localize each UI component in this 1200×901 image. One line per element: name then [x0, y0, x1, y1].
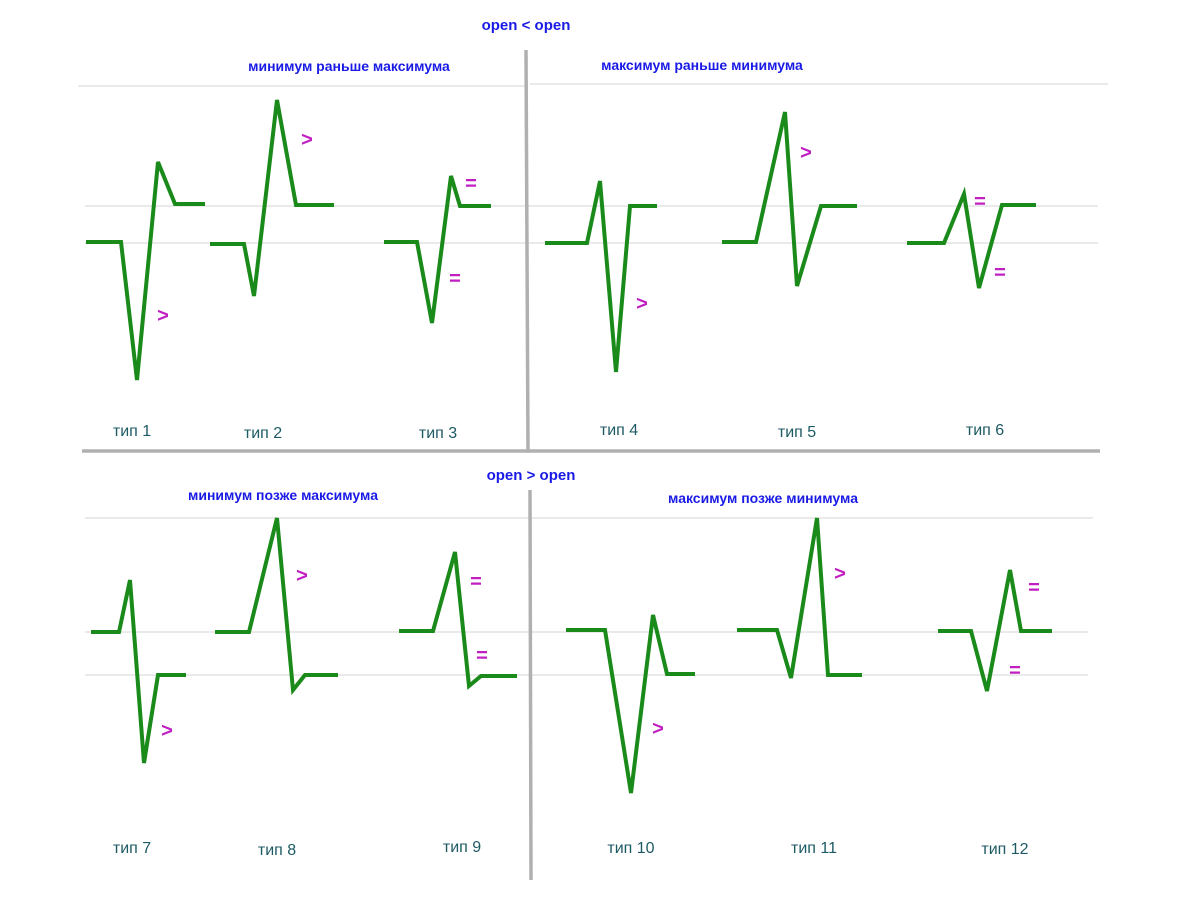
type-labels: тип 1 тип 2 тип 3 тип 4 тип 5 тип 6 тип … — [113, 422, 1029, 859]
waveform-type-1 — [86, 161, 205, 381]
waveform-type-6 — [907, 186, 1036, 289]
mark-type-12-upper: = — [1028, 577, 1040, 599]
mark-type-8: > — [296, 565, 308, 587]
waveform-type-5 — [722, 111, 857, 287]
mark-type-9-lower: = — [476, 645, 488, 667]
mark-type-4: > — [636, 293, 648, 315]
header-open-less-open: open < open — [482, 17, 571, 34]
quadrant-title-bottom-left: минимум позже максимума — [188, 487, 378, 503]
mark-type-3-upper: = — [465, 173, 477, 195]
mark-type-2: > — [301, 129, 313, 151]
header-open-greater-open: open > open — [487, 467, 576, 484]
comparison-marks: > > = = > > = = > > = = > > = = — [157, 129, 1040, 742]
type-label-5: тип 5 — [778, 424, 816, 441]
type-label-9: тип 9 — [443, 839, 481, 856]
mark-type-3-lower: = — [449, 268, 461, 290]
type-label-3: тип 3 — [419, 425, 457, 442]
vertical-divider-top — [524, 49, 530, 451]
mark-type-6-upper: = — [974, 191, 986, 213]
type-label-8: тип 8 — [258, 842, 296, 859]
waveform-type-10 — [566, 614, 695, 794]
quadrant-title-top-left: минимум раньше максимума — [248, 58, 450, 74]
vertical-divider-bottom — [528, 489, 533, 881]
waveform-type-3 — [384, 175, 491, 324]
quadrant-title-top-right: максимум раньше минимума — [601, 57, 803, 73]
waveform-type-11 — [737, 517, 862, 679]
reference-lines — [78, 83, 1108, 676]
type-label-11: тип 11 — [791, 840, 837, 857]
waveform-type-2 — [210, 99, 334, 297]
mark-type-1: > — [157, 305, 169, 327]
mark-type-7: > — [161, 720, 173, 742]
waveform-type-4 — [545, 180, 657, 373]
waveforms — [86, 99, 1052, 794]
type-label-6: тип 6 — [966, 422, 1004, 439]
mark-type-9-upper: = — [470, 571, 482, 593]
mark-type-12-lower: = — [1009, 660, 1021, 682]
waveform-type-7 — [91, 579, 186, 764]
type-label-7: тип 7 — [113, 840, 151, 857]
type-label-12: тип 12 — [981, 841, 1028, 858]
mark-type-5: > — [800, 142, 812, 164]
type-label-4: тип 4 — [600, 422, 638, 439]
mark-type-6-lower: = — [994, 262, 1006, 284]
type-label-2: тип 2 — [244, 425, 282, 442]
mark-type-11: > — [834, 563, 846, 585]
mark-type-10: > — [652, 718, 664, 740]
waveform-type-9 — [399, 551, 517, 690]
waveform-type-12 — [938, 569, 1052, 692]
quadrant-title-bottom-right: максимум позже минимума — [668, 490, 858, 506]
waveform-type-8 — [215, 517, 338, 696]
type-label-10: тип 10 — [607, 840, 654, 857]
type-label-1: тип 1 — [113, 423, 151, 440]
